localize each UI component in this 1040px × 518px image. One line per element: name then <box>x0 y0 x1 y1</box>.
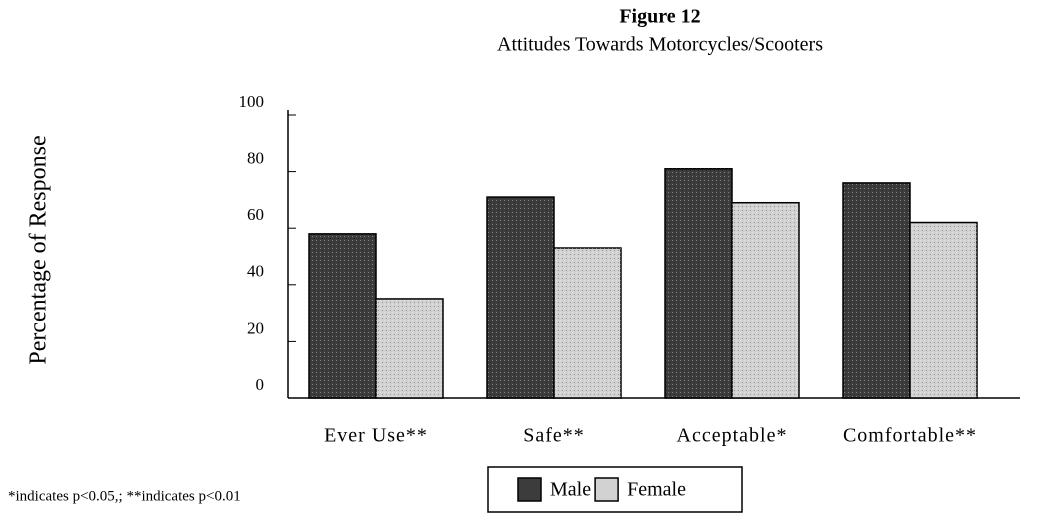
y-tick-label: 60 <box>247 205 264 224</box>
y-tick-label: 0 <box>256 375 265 394</box>
y-tick-label: 80 <box>247 149 264 168</box>
chart-subtitle: Attitudes Towards Motorcycles/Scooters <box>497 34 823 56</box>
y-tick-label: 100 <box>239 92 265 111</box>
x-tick-label: Safe** <box>523 425 585 447</box>
chart-title: Figure 12 <box>619 6 700 28</box>
y-tick-label: 20 <box>247 318 264 337</box>
bar-texture <box>910 222 977 398</box>
y-tick-label: 40 <box>247 262 264 281</box>
bar-texture <box>554 248 621 398</box>
x-tick-label: Comfortable** <box>843 425 977 447</box>
y-axis-label: Percentage of Response <box>26 135 52 364</box>
x-tick-label: Ever Use** <box>324 425 428 447</box>
legend-swatch <box>517 477 542 502</box>
bar-texture <box>732 202 799 398</box>
bar-texture <box>309 233 376 398</box>
legend-label: Female <box>627 479 686 501</box>
legend-label: Male <box>550 479 591 501</box>
legend-swatch <box>594 477 619 502</box>
footnote: *indicates p<0.05,; **indicates p<0.01 <box>8 488 241 504</box>
bar-texture <box>376 298 443 398</box>
bar-texture <box>665 168 732 398</box>
x-tick-label: Acceptable* <box>677 425 788 447</box>
bar-texture <box>487 197 554 398</box>
bar-texture <box>843 182 910 398</box>
